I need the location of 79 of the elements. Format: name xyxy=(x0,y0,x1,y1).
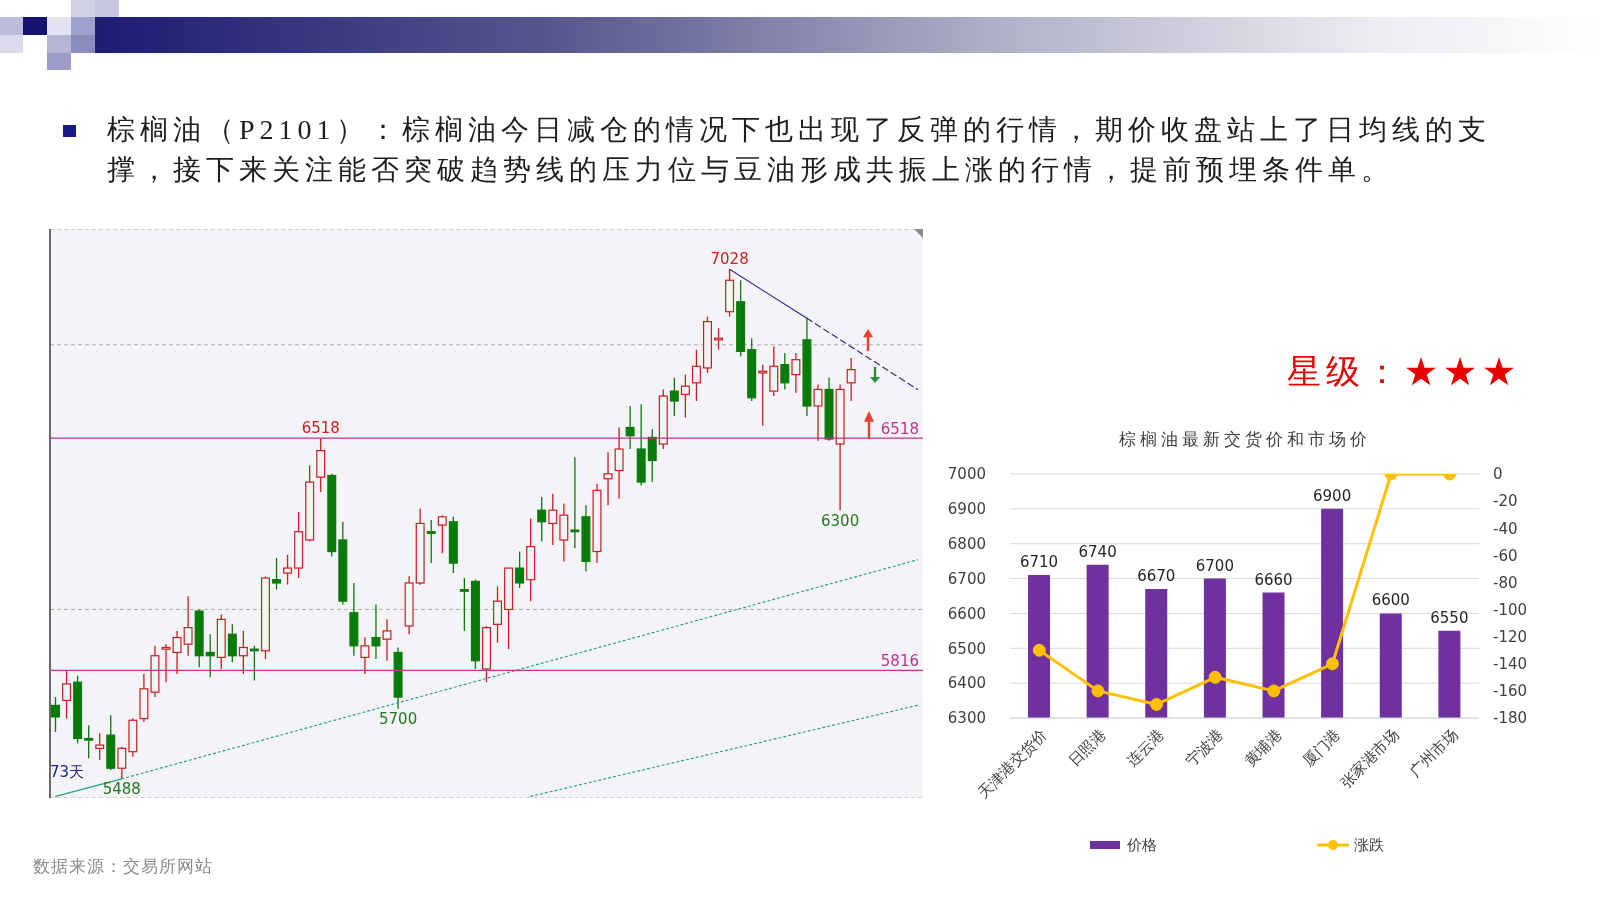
chart-title: 棕榈油最新交货价和市场价 xyxy=(1118,430,1371,449)
annotation: 5488 xyxy=(102,780,141,799)
y2-tick-label: -20 xyxy=(1493,492,1518,511)
data-label: 6600 xyxy=(1371,591,1410,610)
candlestick xyxy=(570,456,580,549)
y2-tick-label: -180 xyxy=(1493,709,1528,728)
y2-tick-label: 0 xyxy=(1493,465,1503,484)
candlestick xyxy=(205,633,215,678)
x-tick-label: 宁波港 xyxy=(1182,725,1227,771)
candlestick xyxy=(150,645,160,698)
candlestick xyxy=(349,582,359,657)
candlestick xyxy=(846,357,856,402)
candlestick xyxy=(393,646,403,710)
point xyxy=(1032,643,1046,657)
annotation: 5700 xyxy=(379,710,418,729)
x-tick-label: 厦门港 xyxy=(1299,725,1344,771)
candlestick xyxy=(835,383,845,511)
source-note: 数据来源：交易所网站 xyxy=(33,856,213,878)
candlestick xyxy=(592,483,602,564)
y-tick-label: 6900 xyxy=(947,500,986,519)
point xyxy=(1150,697,1164,711)
candlestick xyxy=(824,377,834,442)
data-label: 6710 xyxy=(1019,553,1059,572)
y2-tick-label: -120 xyxy=(1493,627,1528,646)
data-label: 6660 xyxy=(1254,570,1293,589)
candlestick xyxy=(802,317,812,417)
data-label: 6740 xyxy=(1078,542,1117,561)
candlestick xyxy=(603,451,613,506)
x-tick-label: 黄埔港 xyxy=(1240,725,1286,771)
point xyxy=(1325,657,1339,671)
x-tick-label: 日照港 xyxy=(1064,725,1110,771)
candlestick xyxy=(625,405,635,450)
y-tick-label: 6500 xyxy=(947,639,986,658)
candlestick xyxy=(581,504,591,573)
point xyxy=(1091,684,1105,698)
text: 星级：★★★ xyxy=(1287,352,1521,392)
annotation: 73天 xyxy=(50,763,85,781)
data-label: 6670 xyxy=(1137,567,1176,586)
candlestick xyxy=(813,383,823,442)
chart-title: 棕榈油（P2101）：棕榈油今日减仓的情况下也出现了反弹的行情，期价收盘站上了日均线的支撑，接下来关注能否突破趋势线的压力位与豆油形成共振上涨的行情，提前预埋条件单。 xyxy=(107,114,1491,185)
candlestick xyxy=(614,426,624,500)
annotation: 6518 xyxy=(301,419,340,438)
y-tick-label: 7000 xyxy=(947,465,986,484)
candlestick xyxy=(161,643,171,683)
y-tick-label: 6700 xyxy=(947,569,986,588)
y2-tick-label: -40 xyxy=(1493,519,1518,538)
candlestick xyxy=(526,517,536,602)
point xyxy=(1267,684,1281,698)
candlestick xyxy=(371,603,381,660)
annotation: 6300 xyxy=(821,511,860,530)
y2-tick-label: -60 xyxy=(1493,546,1518,565)
candlestick xyxy=(360,636,370,675)
x-tick-label: 连云港 xyxy=(1123,725,1168,771)
y2-tick-label: -160 xyxy=(1493,682,1528,701)
ref-line-label: 6518 xyxy=(880,420,919,439)
x-tick-label: 天津港交货价 xyxy=(974,725,1051,802)
legend-label: 价格 xyxy=(1127,835,1157,855)
y-tick-label: 6300 xyxy=(947,709,986,728)
y-tick-label: 6600 xyxy=(947,604,986,623)
y-tick-label: 6800 xyxy=(947,535,986,554)
y2-tick-label: -80 xyxy=(1493,573,1518,592)
data-label: 6900 xyxy=(1313,486,1352,505)
candlestick xyxy=(404,575,414,635)
x-tick-label: 广州市场 xyxy=(1405,725,1462,781)
data-label: 6700 xyxy=(1195,556,1234,575)
candlestick xyxy=(172,630,182,675)
data-label: 6550 xyxy=(1430,608,1469,627)
candlestick xyxy=(183,595,193,657)
legend-label: 涨跌 xyxy=(1354,835,1384,855)
candlestick xyxy=(382,618,392,662)
y2-tick-label: -140 xyxy=(1493,655,1528,674)
ref-line-label: 5816 xyxy=(880,652,919,671)
candlestick xyxy=(128,717,138,758)
y-tick-label: 6400 xyxy=(947,674,986,693)
annotation: 7028 xyxy=(710,250,749,269)
candlestick xyxy=(139,673,149,723)
candlestick xyxy=(791,352,801,394)
y2-tick-label: -100 xyxy=(1493,600,1528,619)
point xyxy=(1208,670,1222,684)
